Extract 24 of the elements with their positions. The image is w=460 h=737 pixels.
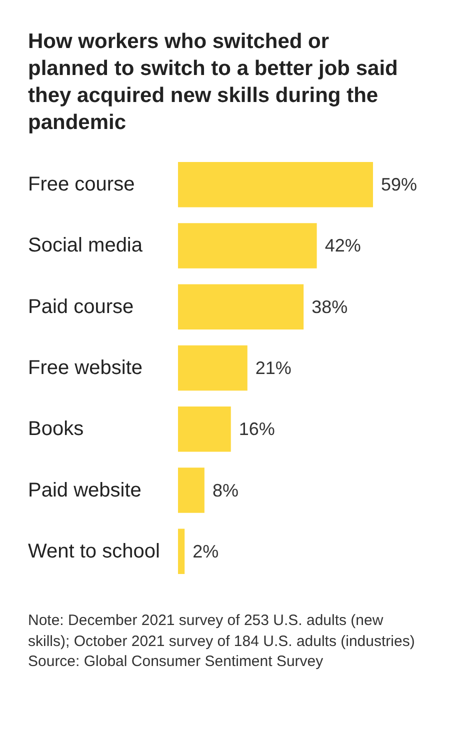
bar <box>178 468 204 513</box>
y-tick-label: Free course <box>28 174 135 196</box>
bar <box>178 162 373 208</box>
data-label: 21% <box>255 358 292 378</box>
bar <box>178 528 185 574</box>
y-tick-label: Free website <box>28 357 142 379</box>
chart-title: How workers who switched or planned to switch to a better job said they acquired new skills during the pandemic <box>28 29 399 136</box>
y-tick-label: Paid course <box>28 296 134 318</box>
bar <box>178 345 248 391</box>
y-tick-label: Social media <box>28 234 144 257</box>
data-label: 2% <box>192 541 219 562</box>
y-tick-label: Went to school <box>28 540 160 562</box>
bar <box>178 406 231 452</box>
bar <box>178 223 317 268</box>
data-label: 8% <box>212 480 238 500</box>
y-tick-label: Paid website <box>28 479 142 502</box>
data-label: 42% <box>324 236 361 256</box>
text: Note: December 2021 survey of 253 U.S. adults (new skills); October 2021 survey of 184 U.S. adults (industries) <box>28 611 416 652</box>
data-label: 59% <box>381 174 418 195</box>
source-note: Source: Global Consumer Sentiment Survey <box>28 652 324 672</box>
bar <box>178 284 304 330</box>
y-tick-label: Books <box>28 418 84 440</box>
data-label: 16% <box>238 419 275 440</box>
data-label: 38% <box>312 296 348 317</box>
